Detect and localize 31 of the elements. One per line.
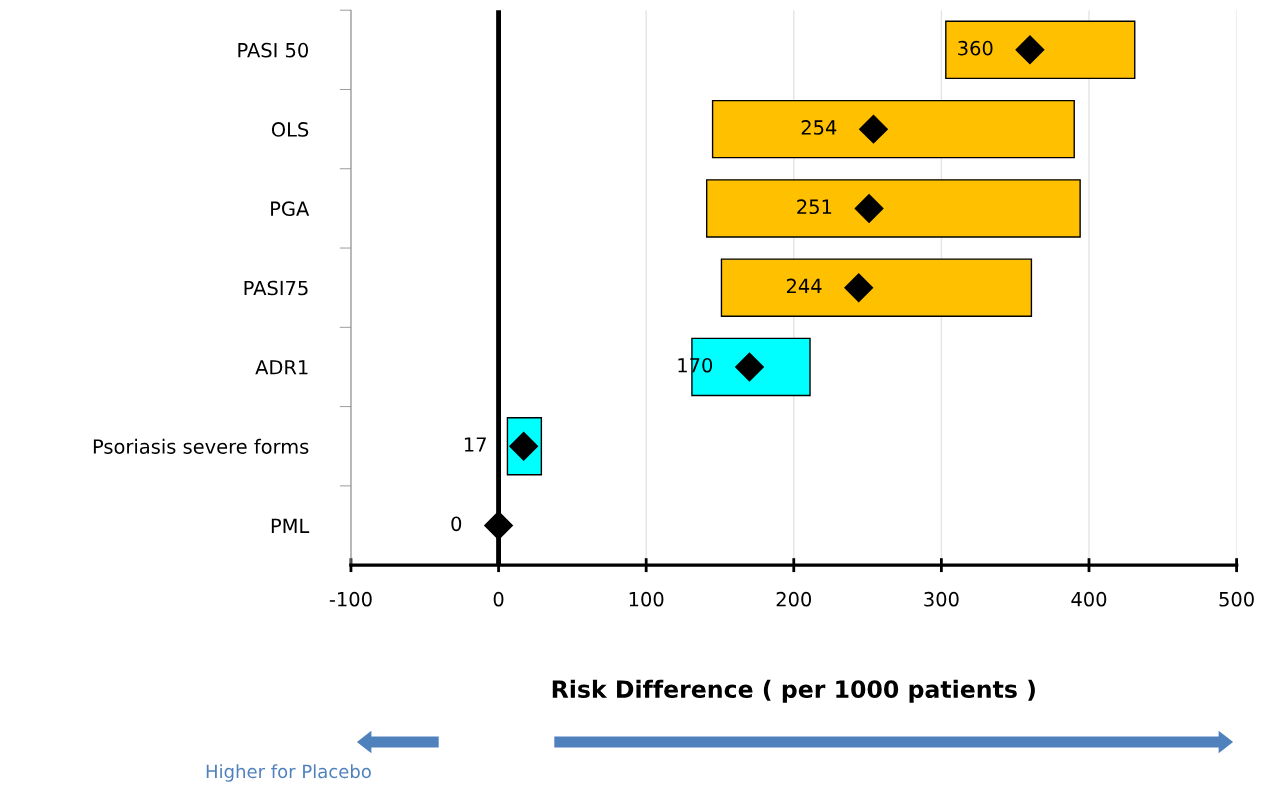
data-label: 360 [958,40,993,56]
x-tick-label: 100 [629,591,664,607]
bar [705,179,1081,238]
y-tick-label: ADR1 [255,360,308,375]
point [859,114,888,144]
x-tick-label: 500 [1219,591,1254,607]
text: Higher for Placebo [206,764,371,782]
point [854,193,884,223]
point [844,273,874,303]
x-tick-label: 300 [924,591,959,607]
y-tick-label: Psoriasis severe forms [93,438,309,454]
bar [945,20,1136,80]
y-tick-label: OLS [271,122,309,137]
data-label: 0 [451,516,462,532]
y-tick-label: PML [271,518,310,533]
x-axis-title: Risk Difference ( per 1000 patients ) [552,679,1035,703]
bar [711,99,1075,159]
data-label: 251 [797,199,832,215]
point [484,511,514,540]
x-tick-label: 0 [493,591,504,607]
bar [720,258,1033,317]
y-tick-label: PASI75 [244,280,308,296]
data-label: 17 [464,437,486,452]
y-tick-label: PASI 50 [238,42,308,58]
x-tick-label: 200 [776,591,812,607]
y-tick-label: PGA [271,201,310,217]
data-label: 244 [786,278,822,294]
x-tick-label: -100 [329,591,372,607]
x-tick-label: 400 [1071,591,1107,607]
point [1015,35,1045,65]
data-label: 254 [801,120,837,135]
